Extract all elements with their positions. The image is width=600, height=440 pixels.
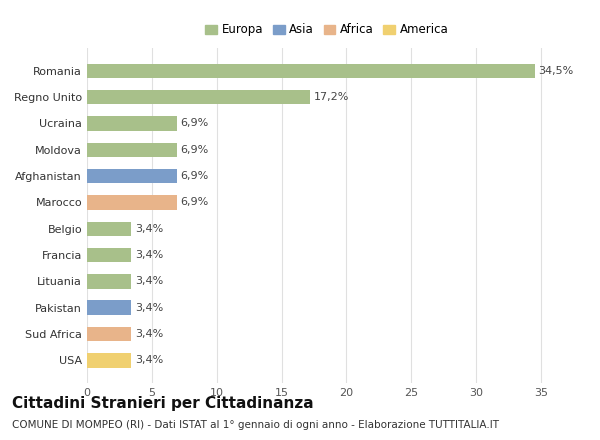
Legend: Europa, Asia, Africa, America: Europa, Asia, Africa, America: [203, 21, 451, 39]
Bar: [87, 90, 310, 104]
Bar: [87, 248, 131, 262]
Text: 3,4%: 3,4%: [135, 250, 163, 260]
Text: 17,2%: 17,2%: [314, 92, 349, 102]
Text: 3,4%: 3,4%: [135, 356, 163, 365]
Text: 34,5%: 34,5%: [538, 66, 574, 76]
Text: 6,9%: 6,9%: [181, 171, 209, 181]
Text: 3,4%: 3,4%: [135, 224, 163, 234]
Text: 3,4%: 3,4%: [135, 303, 163, 313]
Text: 6,9%: 6,9%: [181, 198, 209, 207]
Bar: [87, 274, 131, 289]
Bar: [87, 143, 176, 157]
Bar: [87, 169, 176, 183]
Bar: [87, 301, 131, 315]
Text: Cittadini Stranieri per Cittadinanza: Cittadini Stranieri per Cittadinanza: [12, 396, 314, 411]
Text: 3,4%: 3,4%: [135, 276, 163, 286]
Text: 6,9%: 6,9%: [181, 118, 209, 128]
Text: 6,9%: 6,9%: [181, 145, 209, 155]
Bar: [87, 195, 176, 210]
Bar: [87, 64, 535, 78]
Text: 3,4%: 3,4%: [135, 329, 163, 339]
Bar: [87, 116, 176, 131]
Bar: [87, 327, 131, 341]
Text: COMUNE DI MOMPEO (RI) - Dati ISTAT al 1° gennaio di ogni anno - Elaborazione TUT: COMUNE DI MOMPEO (RI) - Dati ISTAT al 1°…: [12, 420, 499, 430]
Bar: [87, 353, 131, 367]
Bar: [87, 221, 131, 236]
